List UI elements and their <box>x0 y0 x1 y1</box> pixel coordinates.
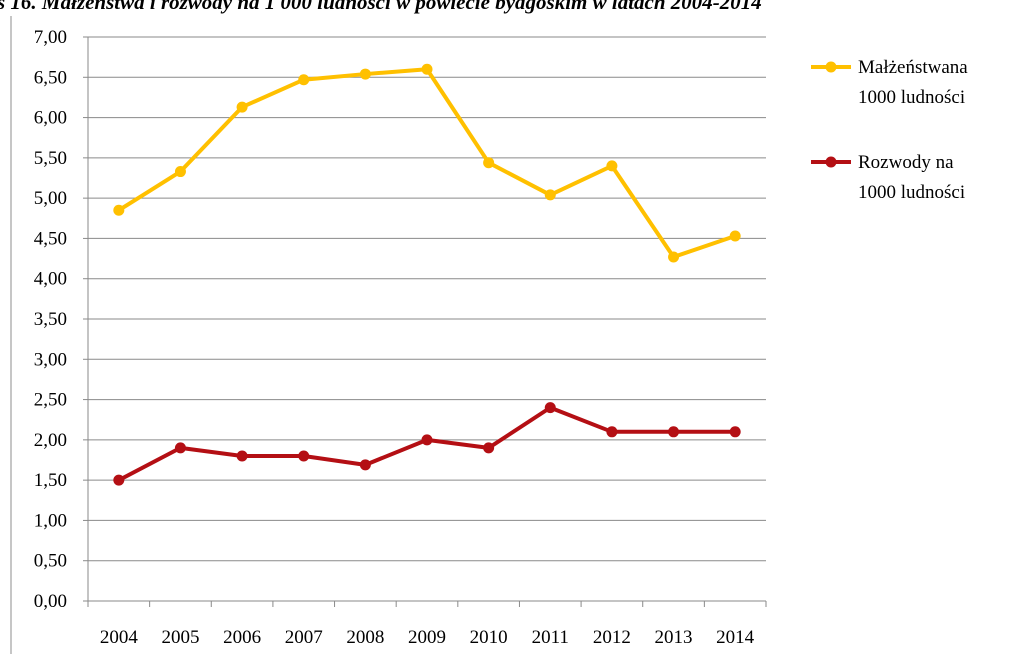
legend: Małżeństwana 1000 ludności Rozwody na 1000 … <box>811 57 968 203</box>
series-2-point <box>729 426 741 438</box>
y-tick-label: 3,50 <box>34 309 67 330</box>
y-tick-label: 1,00 <box>34 510 67 531</box>
y-tick-label: 4,50 <box>34 228 67 249</box>
y-tick-label: 3,00 <box>34 349 67 370</box>
series-2-point <box>113 474 125 486</box>
y-tick-label: 5,00 <box>34 188 67 209</box>
x-tick-label: 2010 <box>470 627 508 648</box>
y-tick-label: 7,00 <box>34 27 67 48</box>
legend-label-1: 1000 ludności <box>858 87 965 108</box>
series-1-point <box>668 251 680 263</box>
x-tick-label: 2013 <box>655 627 693 648</box>
series-1-point <box>236 101 248 113</box>
series-1-point <box>174 166 186 178</box>
y-tick-label: 6,50 <box>34 67 67 88</box>
x-tick-label: 2012 <box>593 627 631 648</box>
chart-title: s 16. Małżeństwa i rozwody na 1 000 ludn… <box>0 0 762 14</box>
series-2-point <box>236 450 248 462</box>
series-2-point <box>174 442 186 454</box>
series-2-point <box>668 426 680 438</box>
series-1-point <box>421 63 433 75</box>
series-1-point <box>729 230 741 242</box>
x-tick-label: 2011 <box>532 627 569 648</box>
x-tick-label: 2006 <box>223 627 261 648</box>
series-2-point <box>359 459 371 471</box>
series-1-point <box>113 204 125 216</box>
y-tick-label: 0,00 <box>34 591 67 612</box>
x-tick-label: 2014 <box>716 627 755 648</box>
x-tick-label: 2004 <box>100 627 139 648</box>
series-2-point <box>298 450 310 462</box>
series-layer <box>113 63 741 486</box>
series-1-point <box>298 74 310 86</box>
y-tick-label: 4,00 <box>34 269 67 290</box>
y-tick-label: 0,50 <box>34 551 67 572</box>
y-tick-label: 5,50 <box>34 148 67 169</box>
series-1-point <box>606 160 618 172</box>
x-tick-label: 2009 <box>408 627 446 648</box>
y-tick-label: 2,00 <box>34 430 67 451</box>
x-tick-label: 2008 <box>346 627 384 648</box>
series-2-point <box>544 402 556 414</box>
series-1-point <box>483 157 495 169</box>
series-2-point <box>606 426 618 438</box>
legend-label-1: Małżeństwana <box>858 57 968 78</box>
series-1-point <box>544 189 556 201</box>
x-tick-label: 2007 <box>285 627 323 648</box>
gridlines <box>88 36 766 562</box>
x-tick-label: 2005 <box>161 627 199 648</box>
legend-marker-1 <box>825 61 837 73</box>
x-axis-tick-labels: 2004 2005 2006 2007 2008 2009 2010 2011 2012 2013… <box>100 627 755 648</box>
axes <box>83 36 767 607</box>
series-1-point <box>359 68 371 80</box>
legend-marker-2 <box>825 156 837 168</box>
legend-label-2: Rozwody na <box>858 152 954 173</box>
series-2-point <box>483 442 495 454</box>
y-tick-label: 1,50 <box>34 470 67 491</box>
legend-label-2: 1000 ludności <box>858 182 965 203</box>
y-tick-label: 2,50 <box>34 390 67 411</box>
series-2-point <box>421 434 433 446</box>
y-axis-tick-labels: 0,00 0,50 1,00 1,50 2,00 2,50 3,00 3,50 4,00 4,50… <box>34 27 67 612</box>
y-tick-label: 6,00 <box>34 108 67 129</box>
